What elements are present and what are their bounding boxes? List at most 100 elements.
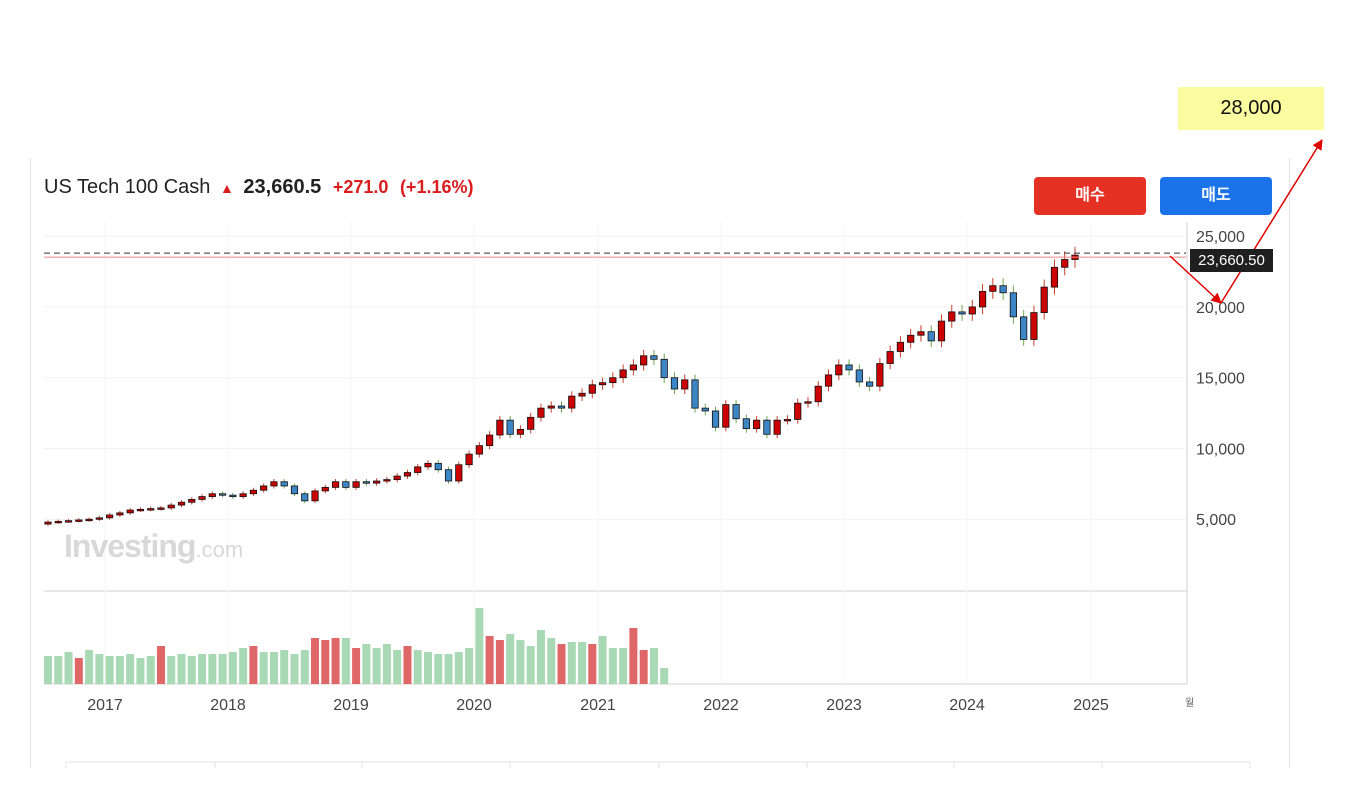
volume-bar <box>259 652 268 684</box>
chart-header: US Tech 100 Cash ▲ 23,660.5 +271.0 (+1.1… <box>44 176 473 199</box>
volume-bar <box>85 650 94 684</box>
volume-bar <box>177 654 186 684</box>
volume-bar <box>516 640 525 684</box>
volume-bar <box>547 638 556 684</box>
volume-bar <box>444 654 453 684</box>
candle-body <box>989 285 997 292</box>
arrow-up-icon: ▲ <box>219 180 234 196</box>
candle-body <box>588 384 596 394</box>
volume-bar <box>660 668 669 684</box>
x-tick-label: 2019 <box>333 697 369 714</box>
candle-body <box>167 504 175 509</box>
volume-bar <box>475 608 484 684</box>
volume-bar <box>423 652 432 684</box>
volume-bar <box>393 650 402 684</box>
volume-bar <box>167 656 176 684</box>
candle-body <box>763 419 771 435</box>
current-price: 23,660.5 <box>243 176 322 198</box>
candle-body <box>321 486 329 492</box>
candle-body <box>424 462 432 468</box>
candle-body <box>557 405 566 409</box>
candle-body <box>465 453 473 466</box>
candle-body <box>640 355 648 366</box>
candle-body <box>876 363 884 387</box>
candle-body <box>999 285 1007 294</box>
candle-body <box>75 519 83 522</box>
x-tick-label: 2024 <box>949 697 985 714</box>
y-tick-label: 5,000 <box>1196 512 1236 529</box>
x-tick-label: 2021 <box>580 697 616 714</box>
candle-body <box>260 485 268 491</box>
target-arrow <box>1169 139 1323 304</box>
candle-body <box>937 320 946 342</box>
instrument-name: US Tech 100 Cash <box>44 176 211 198</box>
price-change-percent: (+1.16%) <box>399 177 474 197</box>
candle-body <box>506 419 514 435</box>
buy-button[interactable]: 매수 <box>1034 177 1146 215</box>
candle-body <box>157 507 165 510</box>
candle-body <box>373 480 381 484</box>
candle-body <box>54 520 62 524</box>
candle-body <box>229 494 237 498</box>
candle-body <box>1030 312 1038 340</box>
candle-body <box>383 479 391 482</box>
volume-bar <box>598 636 607 684</box>
volume-bar <box>506 634 515 684</box>
x-tick-label: 2018 <box>210 697 246 714</box>
x-tick-label: 2022 <box>703 697 739 714</box>
candle-body <box>280 481 288 487</box>
volume-bar <box>485 636 494 684</box>
logo-brand: Investing <box>64 528 196 564</box>
candle-body <box>629 364 637 371</box>
candle-body <box>660 358 668 379</box>
candle-body <box>598 382 607 386</box>
volume-bar <box>557 644 566 684</box>
candle-body <box>208 493 216 497</box>
volume-bar <box>115 656 124 684</box>
candle-body <box>331 481 340 488</box>
candle-body <box>249 489 257 495</box>
x-tick-label: 2025 <box>1073 697 1109 714</box>
candle-body <box>670 377 679 390</box>
y-tick-label: 20,000 <box>1196 300 1245 317</box>
candle-body <box>516 428 525 435</box>
candle-body <box>855 369 863 383</box>
candle-body <box>1020 316 1028 340</box>
volume-bar <box>567 642 576 684</box>
candle-body <box>218 493 227 496</box>
volume-bar <box>413 650 422 684</box>
candle-body <box>444 469 453 482</box>
candle-body <box>44 521 52 525</box>
volume-bar <box>639 650 648 684</box>
volume-bar <box>352 648 361 684</box>
candle-body <box>85 518 93 522</box>
candle-body <box>804 401 812 404</box>
candle-body <box>578 392 586 397</box>
volume-bar <box>146 656 155 684</box>
candle-body <box>783 419 792 422</box>
volume-bar <box>341 638 350 684</box>
volume-bar <box>156 646 165 684</box>
candle-body <box>824 374 833 387</box>
volume-bar <box>382 644 391 684</box>
candle-body <box>958 311 966 315</box>
volume-bar <box>608 648 617 684</box>
candle-body <box>290 485 299 495</box>
volume-bar <box>372 648 381 684</box>
volume-bar <box>126 654 135 684</box>
candle-body <box>496 419 504 436</box>
x-tick-label: 2023 <box>826 697 862 714</box>
candle-body <box>948 311 956 322</box>
candle-body <box>239 493 247 497</box>
candle-body <box>188 499 196 503</box>
volume-bar <box>649 648 658 684</box>
y-tick-label: 10,000 <box>1196 441 1245 458</box>
volume-bar <box>74 658 83 684</box>
candle-body <box>866 381 874 387</box>
candle-body <box>896 341 905 352</box>
logo-suffix: .com <box>195 537 244 562</box>
candle-body <box>568 395 576 409</box>
volume-bar <box>187 656 196 684</box>
sell-button[interactable]: 매도 <box>1160 177 1272 215</box>
volume-bar <box>619 648 628 684</box>
